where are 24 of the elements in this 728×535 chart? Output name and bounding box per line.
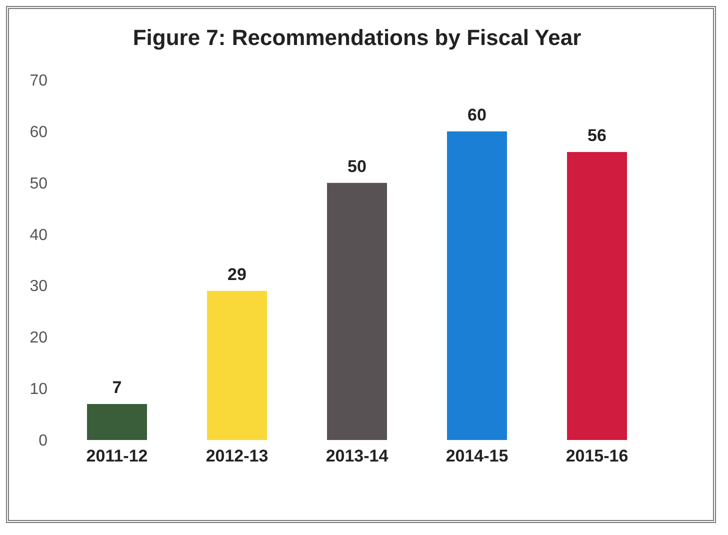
chart-title: Figure 7: Recommendations by Fiscal Year [132, 25, 582, 50]
x-tick-label: 2011-12 [86, 446, 148, 466]
data-label: 29 [228, 264, 246, 284]
bar [567, 152, 627, 440]
bar [327, 182, 387, 440]
y-tick-label: 40 [30, 226, 48, 244]
bar [207, 290, 267, 440]
y-tick-label: 20 [30, 330, 48, 347]
x-tick-label: 2012-13 [206, 446, 268, 466]
bar [447, 131, 507, 440]
data-label: 60 [468, 105, 486, 124]
y-tick-label: 30 [30, 278, 48, 296]
x-tick-label: 2015-16 [566, 446, 628, 466]
data-label: 50 [348, 156, 366, 176]
y-tick-label: 10 [30, 381, 48, 398]
y-tick-label: 50 [30, 175, 48, 192]
x-tick-label: 2013-14 [326, 446, 389, 466]
y-tick-label: 60 [30, 124, 48, 141]
data-label: 7 [112, 378, 122, 397]
bar [87, 404, 147, 440]
data-label: 56 [588, 126, 606, 145]
y-tick-label: 0 [38, 432, 48, 450]
y-tick-label: 70 [30, 72, 48, 90]
x-tick-label: 2014-15 [446, 446, 508, 466]
